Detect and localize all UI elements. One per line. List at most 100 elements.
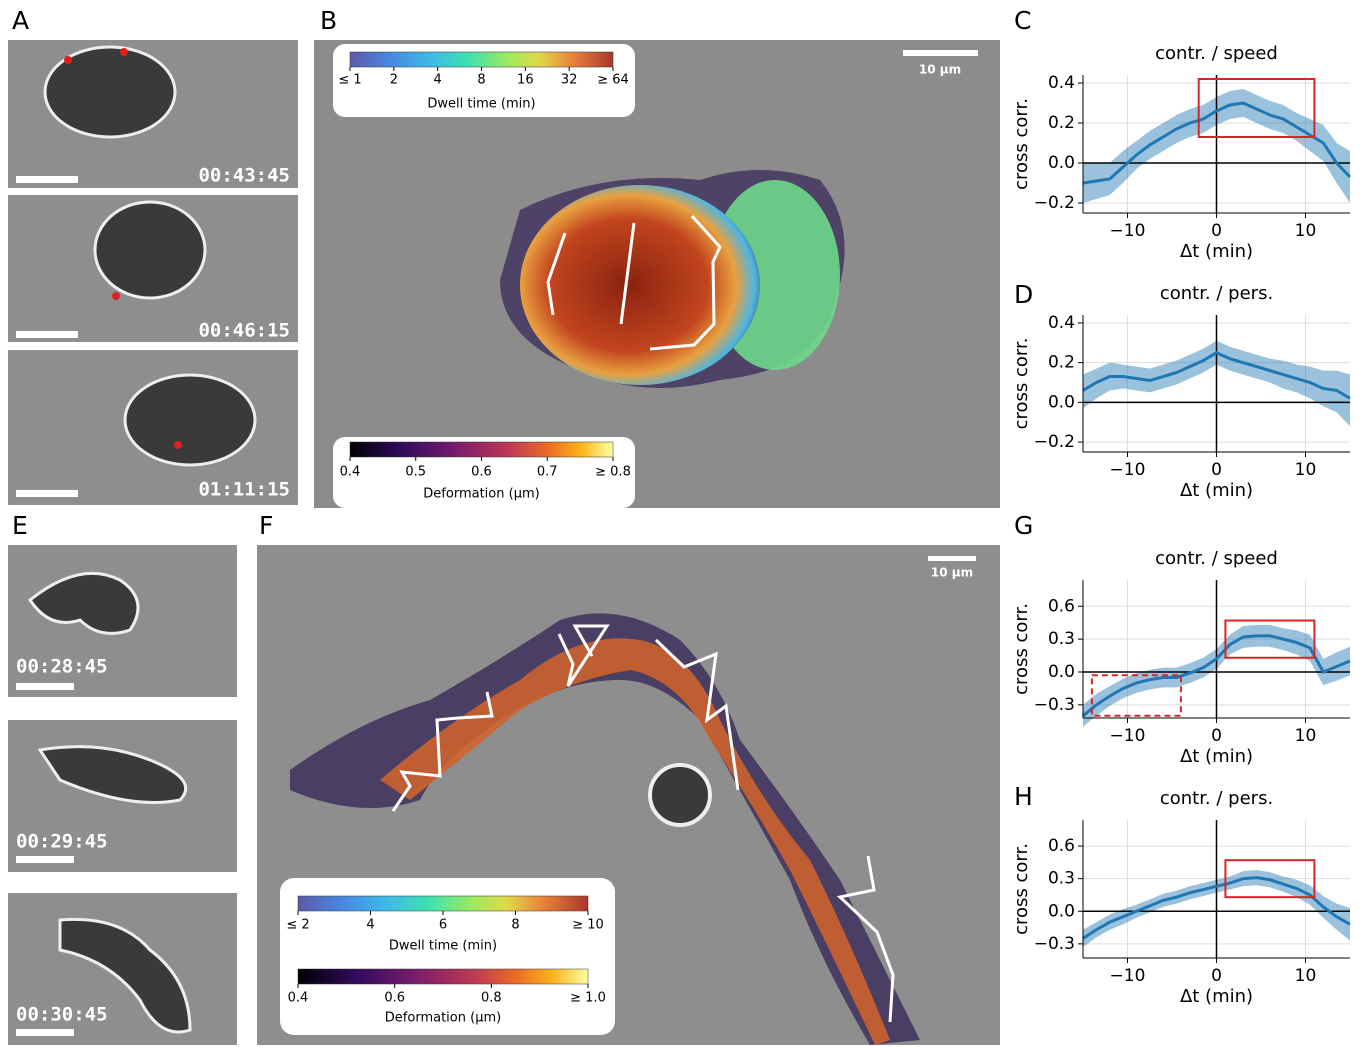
y-tick-label: 0.2 — [1048, 113, 1075, 133]
y-tick-label: 0.3 — [1048, 869, 1075, 889]
chart-title: contr. / speed — [1155, 548, 1278, 569]
timestamp: 01:11:15 — [198, 479, 290, 501]
x-axis-label: Δt (min) — [1180, 480, 1253, 501]
scale-label: 10 µm — [919, 63, 961, 77]
dwell-map — [520, 185, 760, 385]
colorbar-tick-label: 4 — [434, 73, 442, 88]
chart-title: contr. / speed — [1155, 43, 1278, 64]
y-tick-label: 0.0 — [1048, 662, 1075, 682]
colorbar — [298, 969, 588, 984]
timestamp: 00:30:45 — [16, 1004, 108, 1026]
scale-bar — [16, 490, 78, 497]
panel-e: 00:28:45 00:29:45 00:30:45 — [8, 545, 237, 1045]
timestamp: 00:43:45 — [198, 165, 290, 187]
y-axis-label: cross corr. — [1011, 603, 1032, 695]
colorbar-title: Dwell time (min) — [389, 939, 497, 954]
y-tick-label: 0.0 — [1048, 392, 1075, 412]
panel-label: G — [1014, 511, 1033, 540]
colorbar-tick-label: 4 — [366, 918, 374, 933]
colorbar-tick-label: ≥ 10 — [572, 918, 604, 933]
y-tick-label: −0.2 — [1034, 432, 1075, 452]
y-tick-label: 0.4 — [1048, 73, 1075, 93]
panel-label: B — [320, 6, 337, 35]
marker — [174, 441, 182, 449]
y-axis-label: cross corr. — [1011, 338, 1032, 430]
panel-a: 00:43:45 00:46:15 01:11:15 — [8, 40, 298, 505]
figure: 00:43:45 00:46:15 01:11:15 10 µm 00:28:4… — [0, 0, 1365, 1047]
marker — [64, 56, 72, 64]
panel-label: A — [12, 6, 29, 35]
scale-bar — [928, 556, 976, 561]
cell — [125, 375, 255, 465]
scale-bar — [16, 683, 74, 690]
y-axis-label: cross corr. — [1011, 843, 1032, 935]
colorbar — [350, 442, 613, 457]
y-tick-label: 0.6 — [1048, 836, 1075, 856]
timestamp: 00:28:45 — [16, 656, 108, 678]
colorbar-tick-label: 2 — [390, 73, 398, 88]
panel-b: 10 µm — [314, 40, 1000, 508]
colorbar-tick-label: ≤ 1 — [338, 73, 361, 88]
x-tick-label: −10 — [1110, 966, 1146, 986]
colorbar-tick-label: 0.8 — [481, 991, 502, 1006]
marker — [112, 292, 120, 300]
timestamp: 00:29:45 — [16, 831, 108, 853]
colorbar-tick-label: 0.6 — [471, 465, 492, 480]
colorbar-tick-label: ≤ 2 — [286, 918, 309, 933]
marker — [120, 48, 128, 56]
colorbar-tick-label: 8 — [511, 918, 519, 933]
cell — [650, 765, 710, 825]
colorbar-title: Deformation (µm) — [423, 487, 539, 502]
x-axis-label: Δt (min) — [1180, 746, 1253, 767]
colorbar-tick-label: 0.6 — [384, 991, 405, 1006]
x-axis-label: Δt (min) — [1180, 241, 1253, 262]
scale-bar — [16, 856, 74, 863]
x-tick-label: 10 — [1295, 460, 1317, 480]
x-tick-label: 10 — [1295, 221, 1317, 241]
y-tick-label: −0.3 — [1034, 695, 1075, 715]
scale-bar — [903, 50, 978, 56]
scale-label: 10 µm — [931, 566, 973, 580]
y-tick-label: 0.3 — [1048, 629, 1075, 649]
colorbar-tick-label: ≥ 64 — [597, 73, 629, 88]
x-tick-label: −10 — [1110, 221, 1146, 241]
x-tick-label: −10 — [1110, 460, 1146, 480]
colorbar-tick-label: 0.4 — [340, 465, 361, 480]
y-tick-label: 0.6 — [1048, 596, 1075, 616]
y-tick-label: −0.3 — [1034, 934, 1075, 954]
x-tick-label: 0 — [1211, 726, 1222, 746]
cell — [95, 202, 205, 298]
y-tick-label: 0.4 — [1048, 313, 1075, 333]
colorbar-tick-label: ≥ 1.0 — [570, 991, 606, 1006]
x-axis-label: Δt (min) — [1180, 986, 1253, 1007]
x-tick-label: −10 — [1110, 726, 1146, 746]
panel-label: D — [1014, 280, 1033, 309]
chart-title: contr. / pers. — [1160, 788, 1273, 809]
chart-title: contr. / pers. — [1160, 283, 1273, 304]
x-tick-label: 0 — [1211, 221, 1222, 241]
y-axis-label: cross corr. — [1011, 98, 1032, 190]
y-tick-label: −0.2 — [1034, 193, 1075, 213]
colorbar-tick-label: 0.7 — [537, 465, 558, 480]
colorbar-tick-label: 8 — [477, 73, 485, 88]
colorbar-title: Deformation (µm) — [385, 1011, 501, 1026]
timestamp: 00:46:15 — [198, 320, 290, 342]
x-tick-label: 10 — [1295, 966, 1317, 986]
colorbar-tick-label: 32 — [561, 73, 578, 88]
y-tick-label: 0.0 — [1048, 153, 1075, 173]
scale-bar — [16, 176, 78, 183]
x-tick-label: 0 — [1211, 966, 1222, 986]
panel-label: C — [1014, 6, 1031, 35]
colorbar-tick-label: 0.5 — [405, 465, 426, 480]
panel-label: H — [1014, 782, 1033, 811]
colorbar — [298, 896, 588, 911]
panel-label: F — [259, 511, 273, 540]
colorbar — [350, 52, 613, 67]
scale-bar — [16, 1029, 74, 1036]
panel-label: E — [12, 511, 28, 540]
x-tick-label: 0 — [1211, 460, 1222, 480]
y-tick-label: 0.2 — [1048, 353, 1075, 373]
colorbar-tick-label: 16 — [517, 73, 534, 88]
scale-bar — [16, 331, 78, 338]
colorbar-tick-label: 0.4 — [288, 991, 309, 1006]
